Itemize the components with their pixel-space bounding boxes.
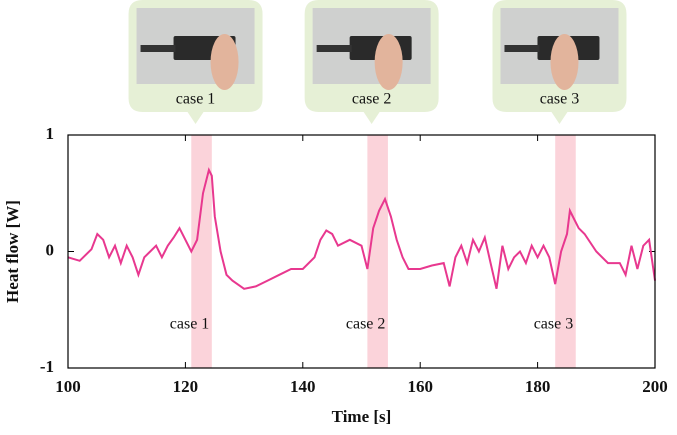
highlight-band <box>367 135 388 368</box>
data-line <box>67 167 656 290</box>
photo-finger <box>374 34 403 90</box>
y-axis-label: Heat flow [W] <box>3 200 22 303</box>
callout-label: case 3 <box>540 91 580 108</box>
band-label: case 1 <box>170 316 210 333</box>
photo-finger <box>210 34 239 90</box>
x-tick-label: 200 <box>642 377 668 396</box>
x-tick-label: 120 <box>173 377 199 396</box>
x-axis-label: Time [s] <box>332 407 392 426</box>
highlight-band <box>191 135 212 368</box>
x-tick-label: 160 <box>407 377 433 396</box>
highlight-band <box>555 135 576 368</box>
y-tick-label: 0 <box>46 240 55 259</box>
x-tick-label: 180 <box>525 377 551 396</box>
x-tick-label: 100 <box>55 377 81 396</box>
photo-cable <box>140 45 176 52</box>
band-label: case 2 <box>346 316 386 333</box>
band-label: case 3 <box>534 316 574 333</box>
callout-label: case 2 <box>352 91 392 108</box>
photo-finger <box>550 34 579 90</box>
photo-cable <box>316 45 352 52</box>
plot-frame <box>67 134 656 369</box>
y-tick-label: 1 <box>46 124 55 143</box>
callout-label: case 1 <box>176 91 216 108</box>
photo-cable <box>504 45 540 52</box>
y-tick-label: -1 <box>40 357 54 376</box>
x-tick-label: 140 <box>290 377 316 396</box>
